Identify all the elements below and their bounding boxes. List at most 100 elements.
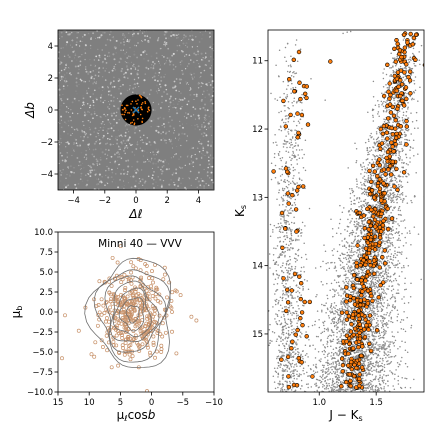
field-star bbox=[86, 179, 89, 182]
field-star bbox=[69, 134, 72, 137]
field-star bbox=[143, 31, 146, 33]
field-star bbox=[348, 260, 351, 262]
field-star bbox=[77, 56, 79, 58]
pm-point bbox=[99, 338, 104, 343]
pm-point bbox=[154, 285, 159, 290]
field-star bbox=[399, 143, 402, 145]
field-star bbox=[109, 175, 111, 177]
field-star bbox=[83, 80, 85, 83]
field-star bbox=[90, 75, 92, 77]
field-star bbox=[350, 200, 353, 203]
pm-point bbox=[151, 306, 156, 311]
field-star bbox=[393, 345, 396, 347]
field-star bbox=[347, 261, 349, 263]
field-star bbox=[390, 233, 393, 235]
member-star bbox=[139, 113, 142, 116]
field-star bbox=[104, 79, 107, 81]
field-star bbox=[87, 32, 90, 35]
field-star bbox=[327, 364, 329, 367]
field-star bbox=[204, 125, 206, 128]
pm-point bbox=[194, 318, 199, 323]
field-star bbox=[89, 171, 92, 174]
field-star bbox=[122, 180, 125, 182]
field-star bbox=[130, 186, 133, 189]
field-star bbox=[285, 364, 287, 366]
field-star bbox=[65, 146, 67, 148]
field-star bbox=[367, 153, 369, 156]
field-star bbox=[202, 149, 205, 152]
field-star bbox=[285, 332, 288, 335]
field-star bbox=[293, 201, 296, 204]
field-star bbox=[285, 223, 287, 225]
field-star bbox=[205, 183, 207, 185]
member-star bbox=[137, 99, 139, 101]
field-star bbox=[394, 71, 397, 74]
field-star bbox=[398, 116, 401, 119]
field-star bbox=[70, 109, 72, 111]
field-star bbox=[319, 375, 321, 378]
field-star bbox=[399, 175, 402, 178]
field-star bbox=[374, 232, 377, 235]
field-star bbox=[210, 145, 212, 147]
field-star bbox=[319, 360, 322, 363]
field-star bbox=[372, 285, 374, 288]
field-star bbox=[405, 377, 408, 380]
field-star bbox=[382, 160, 385, 162]
field-star bbox=[82, 97, 85, 100]
field-star bbox=[142, 141, 144, 144]
field-star bbox=[121, 143, 123, 145]
field-star bbox=[131, 144, 133, 146]
field-star bbox=[329, 339, 332, 342]
field-star bbox=[372, 384, 374, 387]
field-star bbox=[279, 96, 281, 99]
pm-point bbox=[116, 363, 121, 368]
field-star bbox=[58, 143, 61, 146]
field-star bbox=[396, 309, 399, 311]
field-star bbox=[179, 166, 181, 168]
field-star bbox=[398, 159, 401, 162]
field-star bbox=[326, 355, 329, 357]
field-star bbox=[81, 180, 84, 183]
field-star bbox=[332, 338, 335, 341]
field-star bbox=[290, 55, 292, 57]
field-star bbox=[419, 86, 421, 88]
field-star bbox=[176, 50, 178, 52]
pm-point bbox=[129, 313, 134, 318]
field-star bbox=[206, 89, 208, 92]
member-star bbox=[121, 113, 123, 116]
field-star bbox=[73, 150, 75, 152]
field-star bbox=[283, 199, 285, 202]
field-star bbox=[406, 316, 408, 319]
field-star bbox=[192, 161, 195, 164]
field-star bbox=[153, 179, 155, 181]
field-star bbox=[354, 238, 356, 240]
field-star bbox=[293, 175, 295, 177]
field-star bbox=[198, 65, 201, 68]
pm-point bbox=[114, 333, 119, 338]
field-star bbox=[60, 61, 62, 63]
field-star bbox=[107, 167, 110, 170]
field-star bbox=[332, 383, 334, 386]
field-star bbox=[182, 42, 185, 45]
sky-ylabel: Δb bbox=[23, 102, 37, 119]
field-star bbox=[188, 102, 190, 104]
field-star bbox=[64, 159, 66, 161]
field-star bbox=[190, 156, 192, 158]
pm-point bbox=[108, 305, 113, 310]
field-star bbox=[66, 141, 69, 144]
field-star bbox=[352, 259, 354, 261]
field-star bbox=[134, 83, 136, 85]
field-star bbox=[71, 46, 74, 48]
member-star bbox=[148, 109, 151, 112]
field-star bbox=[124, 61, 126, 63]
field-star bbox=[151, 177, 154, 179]
field-star bbox=[208, 81, 210, 83]
field-star bbox=[117, 186, 120, 189]
field-star bbox=[133, 63, 135, 66]
field-star bbox=[326, 361, 329, 364]
field-star bbox=[286, 269, 288, 272]
center-cross-b bbox=[132, 106, 140, 114]
field-star bbox=[75, 142, 78, 144]
field-star bbox=[390, 212, 392, 214]
field-star bbox=[275, 247, 277, 250]
